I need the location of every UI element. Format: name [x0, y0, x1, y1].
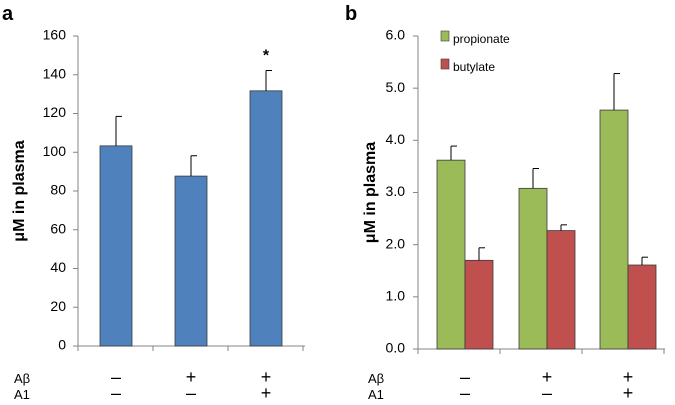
- condition-sign: +: [623, 367, 634, 387]
- y-tick-label: 3.0: [386, 183, 406, 199]
- bar: [99, 145, 133, 347]
- condition-label: A1: [14, 387, 30, 402]
- condition-sign: –: [460, 367, 470, 387]
- condition-sign: –: [542, 383, 552, 403]
- condition-sign: +: [542, 367, 553, 387]
- bar: [546, 230, 576, 350]
- y-tick-label: 5.0: [386, 79, 406, 95]
- y-tick-label: 80: [50, 182, 66, 198]
- bar: [599, 109, 629, 350]
- condition-sign: +: [186, 367, 197, 387]
- panel-letter: a: [2, 3, 14, 25]
- bar: [174, 175, 208, 347]
- y-tick-label: 60: [50, 220, 66, 236]
- condition-label: Aβ: [14, 371, 30, 386]
- y-tick-label: 20: [50, 298, 66, 314]
- condition-sign: –: [186, 383, 196, 403]
- y-tick-label: 40: [50, 259, 66, 275]
- y-tick-label: 120: [43, 104, 67, 120]
- y-tick-label: 0.0: [386, 340, 406, 356]
- y-tick-label: 2.0: [386, 235, 406, 251]
- panel-letter: b: [345, 3, 357, 25]
- y-tick-label: 0: [58, 337, 66, 353]
- y-tick-label: 6.0: [386, 27, 406, 43]
- significance-marker: *: [263, 47, 270, 64]
- legend-swatch: [440, 58, 450, 70]
- y-axis-title: μM in plasma: [11, 140, 28, 241]
- y-tick-label: 4.0: [386, 131, 406, 147]
- condition-label: A1: [368, 387, 384, 402]
- y-tick-label: 100: [43, 143, 67, 159]
- condition-sign: +: [261, 367, 272, 387]
- condition-label: Aβ: [368, 371, 384, 386]
- bar: [464, 259, 494, 350]
- condition-sign: –: [111, 383, 121, 403]
- legend-label: propionate: [453, 32, 510, 46]
- bar: [249, 90, 283, 347]
- bar: [518, 187, 548, 350]
- chart-panel-b: b μM in plasma 0.0 1.0 2.0 3.0 4.0 5.0 6.0 propio…: [345, 3, 665, 403]
- bar: [627, 264, 657, 350]
- legend-swatch: [440, 30, 450, 42]
- bar: [436, 159, 466, 350]
- condition-sign: –: [460, 383, 470, 403]
- legend-label: butylate: [453, 60, 495, 74]
- y-axis-title: μM in plasma: [362, 142, 379, 243]
- y-tick-label: 160: [43, 27, 67, 43]
- condition-sign: +: [261, 383, 272, 403]
- condition-sign: –: [111, 367, 121, 387]
- y-tick-label: 1.0: [386, 288, 406, 304]
- y-tick-label: 140: [43, 65, 67, 81]
- condition-sign: +: [623, 383, 634, 403]
